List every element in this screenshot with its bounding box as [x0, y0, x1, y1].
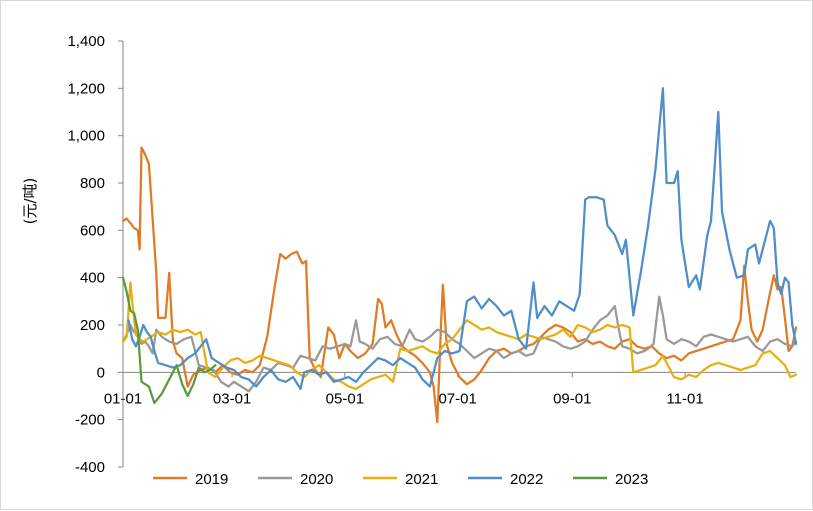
series-line-2023 [121, 276, 217, 405]
x-tick-label: 11-01 [666, 390, 703, 407]
legend-label-2021: 2021 [405, 471, 438, 488]
y-tick-label: -400 [75, 459, 105, 476]
y-tick-label: 600 [80, 222, 105, 239]
y-tick-label: 0 [97, 364, 105, 381]
y-tick-label: 1,400 [67, 33, 105, 50]
legend-label-2022: 2022 [510, 471, 543, 488]
y-tick-label: 200 [80, 317, 105, 334]
x-tick-label: 03-01 [213, 390, 251, 407]
x-axis-ticks: 01-01 03-01 05-01 07-01 09-01 11-01 [104, 372, 704, 407]
legend-label-2023: 2023 [615, 471, 648, 488]
series-lines [121, 87, 798, 424]
x-tick-label: 09-01 [553, 390, 591, 407]
series-line-2020 [121, 295, 798, 393]
series-line-2019 [121, 146, 798, 424]
series-line-2021 [121, 281, 798, 391]
x-tick-label: 07-01 [438, 390, 476, 407]
series-line-2022 [127, 87, 798, 391]
y-tick-label: 1,000 [67, 128, 105, 145]
legend-label-2019: 2019 [195, 471, 228, 488]
y-tick-label: 800 [80, 175, 105, 192]
legend-label-2020: 2020 [300, 471, 333, 488]
y-tick-label: 400 [80, 270, 105, 287]
x-tick-label: 05-01 [326, 390, 364, 407]
y-tick-label: 1,200 [67, 80, 105, 97]
legend: 2019 2020 2021 2022 2023 [153, 471, 648, 488]
y-axis-ticks: -400 -200 0 200 400 600 800 1,000 1,200 1,400 [67, 33, 123, 476]
y-axis-label: (元/吨) [21, 178, 39, 225]
y-tick-label: -200 [75, 412, 105, 429]
